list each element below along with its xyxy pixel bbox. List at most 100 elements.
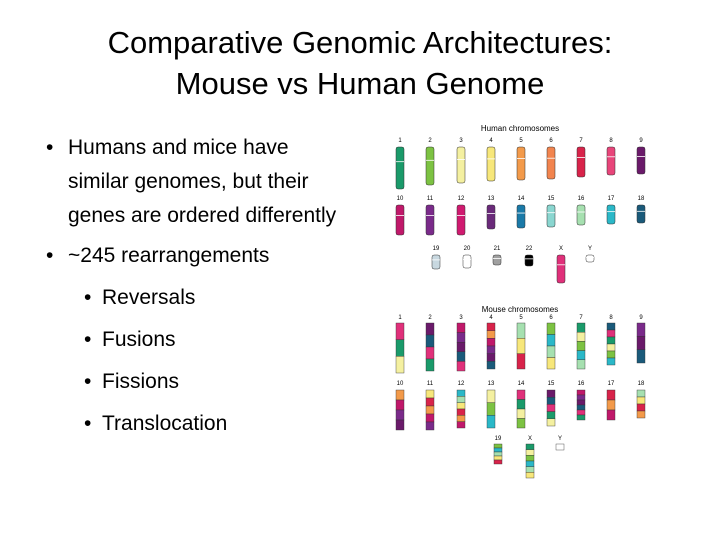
chromosome [456,146,466,184]
chromosome-segment [546,404,556,412]
chromosome [425,146,435,186]
chromosome-segment [546,411,556,420]
chromosome-label: 14 [518,381,525,387]
chromosome-segment [516,399,526,410]
sub-bullet: Reversals [44,281,344,315]
chromosome [425,204,435,236]
chromosome-label: 1 [398,138,402,144]
chromosome-segment [606,389,616,401]
sub-bullet: Fusions [44,323,344,357]
chromosome-segment [425,358,435,372]
chromosome-segment [636,410,646,419]
bullet: Humans and mice have similar genomes, bu… [44,131,346,233]
chromosome-segment [576,394,586,401]
chromosome-segment [456,361,466,372]
chromosome-segment [546,322,556,335]
chromosome-segment [486,402,496,416]
chromosome-segment [395,409,405,421]
chromosome-segment [606,336,616,345]
chromosome-segment [525,460,535,467]
chromosome-segment [486,345,496,354]
chromosome-segment [425,346,435,360]
chromosome [546,146,556,180]
chromosome-segment [395,419,405,431]
chromosome-segment [456,389,466,397]
chromosome-segment [636,389,646,398]
chromosome [486,204,496,230]
chromosome [606,146,616,176]
sub-bullet: Translocation [44,407,344,441]
chromosome-segment [395,322,405,340]
chromosome-segment [395,339,405,357]
chromosome-segment [456,415,466,422]
chromosome [395,146,405,190]
chromosome-segment [576,331,586,342]
chromosome [516,204,526,229]
chromosome-label: X [528,436,532,442]
chromosome [431,254,441,270]
chromosome-label: 6 [549,315,553,321]
chromosome-label: 8 [609,138,613,144]
chromosome-segment [456,351,466,362]
chromosome-segment [516,353,526,370]
chromosome-segment [456,408,466,416]
chromosome-label: 9 [639,315,643,321]
chromosome-segment [516,408,526,419]
chromosome-segment [516,338,526,354]
title-line: Mouse vs Human Genome [175,66,545,101]
chromosome-label: 3 [459,138,463,144]
chromosome-segment [636,322,646,337]
chromosome-segment [576,414,586,421]
chromosome-label: 11 [427,196,434,202]
figure-title: Mouse chromosomes [482,305,558,314]
chromosome-segment [576,399,586,406]
chromosome-label: 18 [638,196,645,202]
chromosome [524,254,534,267]
chromosome-segment [456,421,466,429]
chromosome-segment [525,466,535,473]
chromosome [395,204,405,236]
chromosome-label: 8 [609,315,613,321]
chromosome-segment [546,397,556,405]
chromosome-label: 7 [579,138,583,144]
chromosome-label: 12 [458,196,465,202]
sub-bullet: Fissions [44,365,344,399]
chromosome-segment [486,353,496,362]
chromosome-segment [425,322,435,336]
chromosome-segment [456,341,466,352]
chromosome-segment [425,334,435,348]
chromosome-segment [546,345,556,358]
chromosome [556,254,566,284]
chromosome-label: 2 [428,138,432,144]
chromosome [462,254,472,269]
chromosome-segment [525,472,535,479]
chromosome-segment [486,415,496,429]
chromosome-segment [456,332,466,343]
chromosome-segment [425,405,435,415]
chromosome-segment [493,459,503,465]
chromosome-label: 16 [578,381,585,387]
chromosome-segment [636,396,646,405]
chromosome-segment [525,455,535,462]
chromosome-label: 19 [495,436,502,442]
chromosome-label: 4 [489,315,493,321]
chromosome-segment [606,329,616,338]
chromosome-label: 5 [519,138,523,144]
chromosome-segment [576,409,586,416]
chromosome-label: 5 [519,315,523,321]
chromosome-segment [606,322,616,331]
chromosome-segment [576,350,586,361]
title-line: Comparative Genomic Architectures: [107,25,613,60]
chromosome-segment [576,404,586,411]
chromosome-segment [486,389,496,403]
chromosome-segment [395,389,405,401]
chromosome-segment [425,389,435,399]
chromosome-segment [493,451,503,457]
chromosome-label: 19 [433,246,440,252]
chromosome [486,146,496,182]
chromosome-label: 16 [578,196,585,202]
chromosome-label: 15 [548,381,555,387]
chromosome [576,204,586,226]
chromosome-segment [546,334,556,347]
chromosome-segment [425,413,435,423]
